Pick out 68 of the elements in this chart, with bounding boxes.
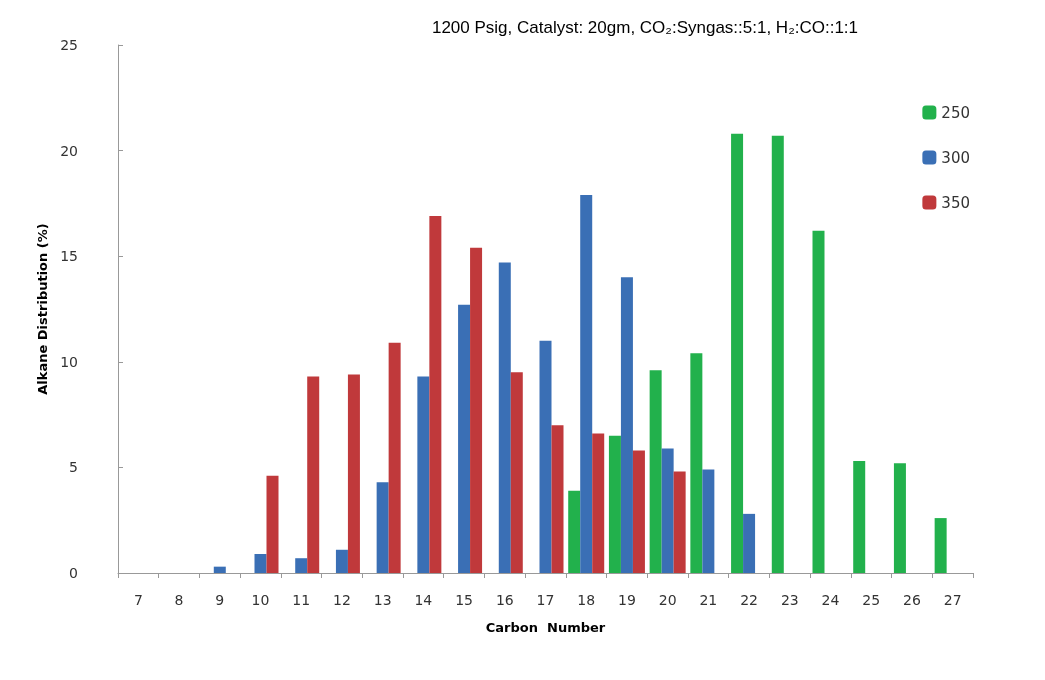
y-tick-label: 20 <box>60 142 78 159</box>
x-tick-label: 19 <box>618 592 636 608</box>
bar <box>458 304 471 573</box>
bar <box>335 549 348 573</box>
y-tick-label: 10 <box>60 353 78 370</box>
bar <box>620 277 633 573</box>
bar <box>551 425 564 573</box>
bar <box>632 450 645 573</box>
x-tick-label: 12 <box>333 592 351 608</box>
bar <box>539 340 552 573</box>
x-tick-label: 7 <box>133 592 143 608</box>
bar <box>568 490 581 573</box>
chart-title: 1200 Psig, Catalyst: 20gm, CO₂:Syngas::5:1, H₂:CO::1:1 <box>431 18 859 37</box>
y-tick-label: 25 <box>60 37 78 53</box>
bar <box>702 469 715 573</box>
x-tick-label: 17 <box>536 592 555 608</box>
legend-label: 350 <box>941 193 971 212</box>
x-tick-label: 21 <box>699 592 718 608</box>
bar <box>592 433 605 573</box>
bar <box>743 513 756 573</box>
bar <box>510 372 523 573</box>
bar <box>429 216 442 573</box>
bar <box>213 566 226 573</box>
bar <box>893 463 906 573</box>
x-tick-label: 18 <box>577 592 596 608</box>
x-tick-label: 13 <box>373 592 392 608</box>
bar <box>812 230 825 573</box>
bar <box>376 482 389 573</box>
legend-label: 250 <box>941 103 971 122</box>
x-tick-label: 8 <box>174 592 184 608</box>
bar <box>470 247 483 573</box>
bar <box>690 353 703 573</box>
y-tick-label: 5 <box>69 459 78 476</box>
x-tick-label: 14 <box>414 592 433 608</box>
x-tick-label: 27 <box>943 592 962 608</box>
x-tick-label: 23 <box>780 592 799 608</box>
bar <box>771 135 784 573</box>
legend-label: 300 <box>941 148 971 167</box>
x-tick-label: 16 <box>495 592 514 608</box>
bar <box>731 133 744 573</box>
bar <box>498 262 511 573</box>
bar <box>608 435 621 573</box>
x-tick-label: 9 <box>215 592 225 608</box>
bar <box>347 374 360 573</box>
bar <box>649 370 662 573</box>
y-tick-label: 0 <box>69 565 78 581</box>
bar <box>307 376 320 573</box>
y-tick-label: 15 <box>60 248 78 265</box>
bar <box>661 448 674 573</box>
x-tick-label: 11 <box>292 592 311 608</box>
x-tick-label: 22 <box>740 592 758 608</box>
x-tick-label: 24 <box>821 592 840 608</box>
x-tick-label: 15 <box>455 592 473 608</box>
x-tick-label: 20 <box>658 592 677 608</box>
bar <box>254 553 267 573</box>
bar <box>934 518 947 573</box>
bar <box>853 461 866 573</box>
x-tick-label: 26 <box>903 592 921 608</box>
x-axis-title: Carbon Number <box>485 620 606 635</box>
x-tick-label: 10 <box>251 592 270 608</box>
bar <box>580 194 593 573</box>
bar <box>295 558 308 573</box>
bar <box>417 376 430 573</box>
x-tick-label: 25 <box>862 592 881 608</box>
y-axis-title: Alkane Distribution (%) <box>35 223 51 395</box>
bar <box>673 471 686 573</box>
bar <box>388 342 401 573</box>
bar <box>266 475 279 573</box>
